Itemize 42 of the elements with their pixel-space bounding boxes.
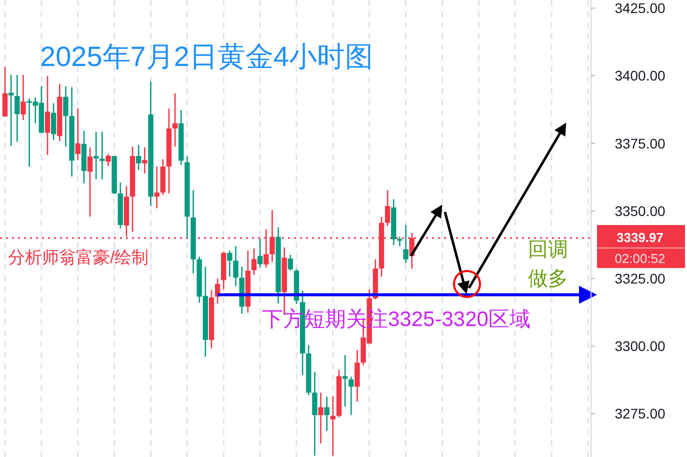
candlestick (227, 250, 232, 278)
candlestick (251, 248, 257, 276)
text: 2025年7月2日黄金4小时图 (40, 41, 374, 72)
candlestick (288, 254, 294, 272)
candlestick (63, 86, 68, 148)
y-tick-label: 3275.00 (614, 406, 666, 422)
y-tick-label: 3325.00 (614, 270, 666, 287)
candlestick (14, 74, 20, 142)
text: 02:00:52 (614, 251, 666, 266)
annotation: 回调 (528, 239, 568, 261)
candlestick (93, 131, 99, 180)
candlestick (136, 144, 142, 171)
annotation: 分析师翁富豪/绘制 (8, 248, 149, 267)
candlestick (20, 74, 26, 121)
candlestick (330, 396, 336, 456)
candlestick (384, 189, 390, 227)
candlestick (270, 209, 275, 262)
candlestick (324, 396, 330, 432)
candlestick (44, 75, 50, 156)
candlestick (172, 92, 178, 148)
y-tick-label: 3350.00 (614, 202, 666, 219)
candlestick (233, 245, 238, 287)
y-tick-label: 3375.00 (614, 135, 666, 152)
y-tick-label: 3400.00 (614, 68, 666, 84)
candlestick (87, 146, 93, 218)
candlestick (348, 376, 354, 416)
candlestick (312, 371, 318, 456)
candlestick (50, 102, 56, 141)
candlestick (100, 131, 105, 180)
candlestick (257, 238, 263, 268)
ref-line-label: 3339.97 (616, 230, 664, 246)
annotation: 做多 (528, 268, 568, 290)
y-tick-label: 3425.00 (614, 0, 666, 16)
candlestick (318, 392, 324, 444)
candlestick (106, 153, 111, 167)
y-tick-label: 3300.00 (614, 338, 666, 354)
candlestick (403, 224, 408, 264)
candlestick (342, 354, 348, 408)
candlestick (2, 66, 8, 118)
candlestick (75, 108, 80, 161)
candlestick (142, 146, 148, 174)
candlestick (154, 166, 160, 209)
